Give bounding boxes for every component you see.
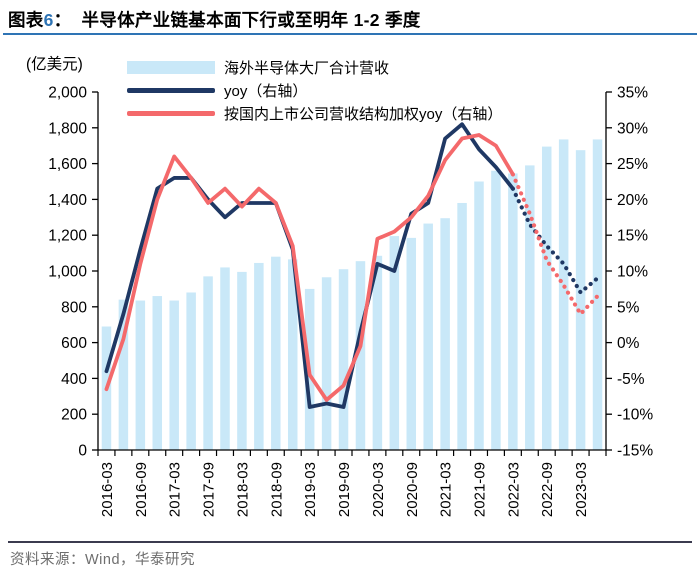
revenue-bar	[118, 299, 129, 450]
x-axis-tick-label: 2017-03	[167, 462, 184, 517]
legend-line-swatch-pink	[127, 111, 215, 116]
x-axis-tick-label: 2019-09	[336, 462, 353, 517]
x-axis-tick-label: 2021-09	[472, 462, 489, 517]
yoy-line-dotted-forecast	[510, 186, 600, 296]
yoy-line-solid	[104, 122, 515, 409]
left-axis-tick-label: 400	[61, 371, 87, 388]
left-axis-tick-label: 1,600	[48, 156, 87, 173]
x-axis-tick-label: 2016-03	[99, 462, 116, 517]
revenue-bar	[321, 277, 332, 450]
revenue-bar	[254, 262, 264, 450]
right-axis-tick-label: -10%	[617, 407, 653, 424]
left-axis-tick-label: 800	[61, 299, 87, 316]
revenue-bar	[541, 146, 552, 450]
revenue-bar	[338, 269, 349, 450]
weighted-yoy-line-solid	[104, 133, 515, 402]
right-axis-tick-label: 15%	[617, 228, 648, 245]
left-axis-tick-label: 200	[61, 407, 87, 424]
x-axis-tick-label: 2020-09	[404, 462, 421, 517]
x-axis-tick-label: 2023-03	[573, 462, 590, 517]
x-axis-tick-label: 2017-09	[201, 462, 218, 517]
revenue-bar	[474, 181, 484, 450]
legend-item-revenue-bars: 海外半导体大厂合计营收	[127, 56, 502, 79]
figure-title-text: 半导体产业链基本面下行或至明年 1-2 季度	[81, 10, 421, 30]
source-divider	[8, 541, 692, 543]
revenue-bar	[558, 139, 569, 450]
revenue-bar	[525, 165, 535, 450]
right-axis-tick-label: -5%	[617, 371, 645, 388]
left-axis-tick-label: 2,000	[48, 85, 87, 102]
revenue-bar	[389, 236, 400, 450]
legend-line-swatch-navy	[127, 88, 215, 93]
right-axis-tick-label: 25%	[617, 156, 648, 173]
revenue-bar	[423, 223, 433, 450]
legend-label: yoy（右轴）	[224, 83, 308, 100]
legend-item-weighted-yoy-line: 按国内上市公司营收结构加权yoy（右轴）	[127, 102, 502, 125]
x-axis-tick-label: 2018-09	[268, 462, 285, 517]
revenue-bar	[372, 255, 383, 450]
right-axis-tick-label: 5%	[617, 299, 640, 316]
source-text: 资料来源：Wind，华泰研究	[10, 552, 196, 568]
right-axis-tick-label: 20%	[617, 192, 648, 209]
revenue-bar	[169, 300, 179, 450]
revenue-bar	[186, 292, 196, 450]
revenue-bar	[575, 150, 586, 451]
revenue-bar	[491, 170, 501, 450]
figure-title-prefix: 图表	[8, 10, 44, 30]
revenue-bar	[592, 139, 603, 450]
chart-legend: 海外半导体大厂合计营收 yoy（右轴） 按国内上市公司营收结构加权yoy（右轴）	[127, 56, 502, 125]
revenue-bar	[440, 218, 450, 450]
figure-title-colon: ：	[53, 10, 72, 30]
right-axis-tick-label: -15%	[617, 443, 653, 460]
left-axis-tick-label: 600	[61, 335, 87, 352]
x-axis-tick-label: 2019-03	[302, 462, 319, 517]
right-axis-tick-label: 30%	[617, 120, 648, 137]
right-axis-tick-label: 10%	[617, 264, 648, 281]
revenue-bar	[355, 261, 366, 450]
legend-label: 海外半导体大厂合计营收	[224, 60, 390, 77]
left-axis-tick-label: 1,400	[48, 192, 87, 209]
title-underline	[3, 33, 697, 36]
x-axis-tick-label: 2022-09	[539, 462, 556, 517]
figure-title: 图表6： 半导体产业链基本面下行或至明年 1-2 季度	[8, 7, 421, 32]
left-axis-tick-label: 1,200	[48, 228, 87, 245]
revenue-bar	[287, 259, 298, 450]
revenue-bar	[203, 276, 213, 450]
left-axis-tick-label: 1,000	[48, 264, 87, 281]
right-axis-tick-label: 0%	[617, 335, 640, 352]
revenue-bar	[406, 237, 417, 450]
weighted-yoy-line-dotted-forecast	[510, 172, 600, 318]
x-axis-tick-label: 2021-03	[438, 462, 455, 517]
x-axis-tick-label: 2020-03	[370, 462, 387, 517]
x-axis-tick-label: 2018-03	[234, 462, 251, 517]
legend-bar-swatch	[127, 61, 215, 74]
x-axis-tick-label: 2016-09	[133, 462, 150, 517]
revenue-bar	[271, 256, 281, 450]
legend-label: 按国内上市公司营收结构加权yoy（右轴）	[224, 106, 503, 123]
revenue-bar	[152, 296, 163, 450]
revenue-bar	[237, 271, 247, 450]
figure-title-number: 6	[43, 10, 54, 30]
revenue-bar	[457, 202, 467, 450]
revenue-bar	[508, 173, 518, 450]
revenue-bar	[135, 300, 146, 450]
left-axis-tick-label: 0	[78, 443, 87, 460]
left-axis-tick-label: 1,800	[48, 120, 87, 137]
legend-item-yoy-line: yoy（右轴）	[127, 79, 502, 102]
right-axis-tick-label: 35%	[617, 85, 648, 102]
x-axis-tick-label: 2022-03	[505, 462, 522, 517]
revenue-bar	[220, 267, 230, 450]
left-axis-unit-label: (亿美元)	[26, 56, 83, 73]
